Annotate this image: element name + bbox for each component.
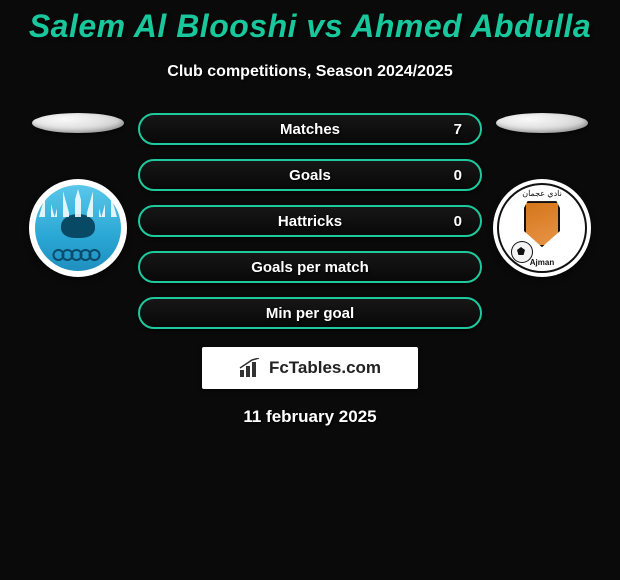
- comparison-row: Matches 7 Goals 0 Hattricks 0 Goals per …: [0, 113, 620, 329]
- right-column: نادي عجمان Ajman: [482, 113, 602, 277]
- page-title: Salem Al Blooshi vs Ahmed Abdulla: [0, 0, 620, 45]
- bar-chart-icon: [239, 358, 263, 378]
- branding-box[interactable]: FcTables.com: [202, 347, 418, 389]
- stat-label: Goals per match: [251, 259, 369, 276]
- stat-label: Matches: [280, 121, 340, 138]
- date-line: 11 february 2025: [0, 407, 620, 427]
- stat-pill-goals-per-match: Goals per match: [138, 251, 482, 283]
- stat-pill-hattricks: Hattricks 0: [138, 205, 482, 237]
- stat-pill-goals: Goals 0: [138, 159, 482, 191]
- stat-pill-min-per-goal: Min per goal: [138, 297, 482, 329]
- player-right-ellipse: [496, 113, 588, 133]
- stat-label: Min per goal: [266, 305, 354, 322]
- club-badge-left: [29, 179, 127, 277]
- stat-label: Goals: [289, 167, 331, 184]
- stat-value: 7: [454, 121, 462, 138]
- club-left-rings-icon: [56, 249, 101, 261]
- stat-value: 0: [454, 167, 462, 184]
- stats-pills: Matches 7 Goals 0 Hattricks 0 Goals per …: [138, 113, 482, 329]
- club-right-arabic-label: نادي عجمان: [522, 189, 562, 198]
- subtitle: Club competitions, Season 2024/2025: [0, 63, 620, 81]
- left-column: [18, 113, 138, 277]
- stat-label: Hattricks: [278, 213, 342, 230]
- stat-pill-matches: Matches 7: [138, 113, 482, 145]
- club-badge-right: نادي عجمان Ajman: [493, 179, 591, 277]
- club-right-english-label: Ajman: [530, 258, 554, 267]
- club-left-mark-icon: [61, 214, 95, 238]
- club-right-shield-icon: [524, 201, 560, 247]
- player-left-ellipse: [32, 113, 124, 133]
- stat-value: 0: [454, 213, 462, 230]
- branding-text: FcTables.com: [269, 358, 381, 378]
